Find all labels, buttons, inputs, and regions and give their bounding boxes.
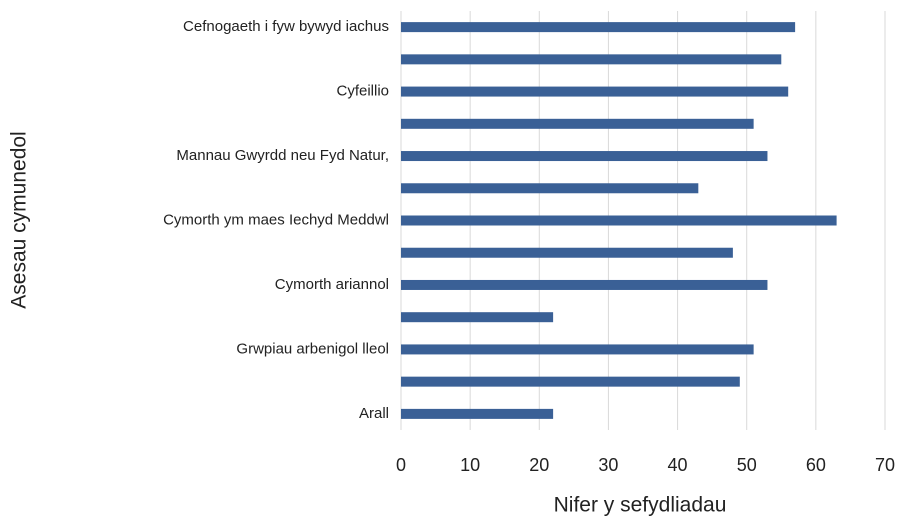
x-tick-label: 70 <box>875 455 895 475</box>
x-tick-label: 50 <box>737 455 757 475</box>
y-axis-title: Asesau cymunedol <box>8 131 31 308</box>
y-tick-label: Cymorth ym maes Iechyd Meddwl <box>163 211 389 228</box>
x-tick-label: 10 <box>460 455 480 475</box>
bar <box>401 408 554 419</box>
bar <box>401 376 740 387</box>
x-tick-label: 60 <box>806 455 826 475</box>
x-tick-label: 20 <box>529 455 549 475</box>
x-tick-label: 0 <box>396 455 406 475</box>
bar <box>401 86 789 97</box>
y-tick-label: Grwpiau arbenigol lleol <box>236 340 389 357</box>
x-tick-label: 30 <box>598 455 618 475</box>
bar <box>401 151 768 162</box>
y-tick-label: Cyfeillio <box>336 83 389 100</box>
x-tick-label: 40 <box>668 455 688 475</box>
y-tick-label: Cymorth ariannol <box>275 276 389 293</box>
bar <box>401 247 733 258</box>
bar <box>401 279 768 290</box>
x-axis-title: Nifer y sefydliadau <box>554 494 727 517</box>
y-tick-label: Arall <box>359 405 389 422</box>
bar <box>401 22 796 33</box>
bar <box>401 215 837 226</box>
bar <box>401 344 754 355</box>
y-tick-label: Mannau Gwyrdd neu Fyd Natur, <box>176 147 389 164</box>
bar <box>401 183 699 194</box>
y-tick-label: Cefnogaeth i fyw bywyd iachus <box>183 18 389 35</box>
bar <box>401 54 782 65</box>
bar <box>401 118 754 129</box>
bar <box>401 312 554 323</box>
